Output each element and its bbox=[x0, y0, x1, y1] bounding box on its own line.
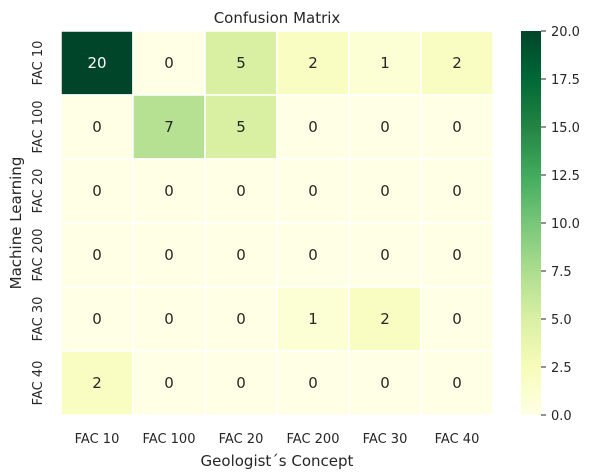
cell-value-label: 0 bbox=[236, 246, 246, 264]
x-tick-label: FAC 20 bbox=[219, 432, 264, 447]
y-axis-ticks: FAC 10 FAC 100 FAC 20 FAC 200 FAC 30 FAC 40 bbox=[31, 41, 46, 406]
heatmap-cell bbox=[420, 286, 494, 352]
x-tick-label: FAC 30 bbox=[363, 432, 408, 447]
cell-value-label: 0 bbox=[452, 246, 462, 264]
x-tick-label: FAC 100 bbox=[143, 432, 196, 447]
cell-value-label: 0 bbox=[380, 182, 390, 200]
heatmap-grid: 20 0 5 2 1 20 7 5 0 0 00 0 0 0 0 00 0 0 0 0 00 0 0 1 2 02 0 0 0 0 0 bbox=[60, 30, 494, 416]
cell-value-label: 1 bbox=[308, 310, 318, 328]
x-tick-label: FAC 10 bbox=[75, 432, 120, 447]
colorbar-tick-label: 7.5 bbox=[551, 265, 572, 280]
heatmap-cell bbox=[348, 158, 422, 224]
heatmap-cell bbox=[276, 94, 350, 160]
cell-value-label: 2 bbox=[380, 310, 390, 328]
x-tick-label: FAC 200 bbox=[287, 432, 340, 447]
y-tick-label: FAC 40 bbox=[31, 361, 46, 406]
cell-value-label: 0 bbox=[164, 374, 174, 392]
cell-value-label: 2 bbox=[92, 374, 102, 392]
cell-value-label: 0 bbox=[380, 374, 390, 392]
heatmap-cell bbox=[276, 222, 350, 288]
cell-value-label: 5 bbox=[236, 118, 246, 136]
x-tick-label: FAC 40 bbox=[435, 432, 480, 447]
heatmap-cell bbox=[60, 222, 134, 288]
y-tick-label: FAC 30 bbox=[31, 297, 46, 342]
heatmap-cell bbox=[60, 30, 134, 96]
cell-value-label: 0 bbox=[308, 246, 318, 264]
cell-value-label: 0 bbox=[236, 310, 246, 328]
heatmap-cell bbox=[60, 350, 134, 416]
cell-value-label: 1 bbox=[380, 54, 390, 72]
colorbar-tick-label: 2.5 bbox=[551, 361, 572, 376]
y-tick-label: FAC 200 bbox=[31, 229, 46, 282]
heatmap-cell bbox=[348, 350, 422, 416]
cell-value-label: 0 bbox=[452, 374, 462, 392]
cell-value-label: 0 bbox=[164, 54, 174, 72]
cell-value-label: 0 bbox=[164, 182, 174, 200]
heatmap-cell bbox=[276, 286, 350, 352]
colorbar-tick-label: 10.0 bbox=[551, 217, 580, 232]
colorbar-ticks: 0.0 2.5 5.0 7.5 10.0 12.5 15.0 17.5 20.0 bbox=[541, 25, 580, 424]
y-tick-label: FAC 20 bbox=[31, 169, 46, 214]
cell-value-label: 0 bbox=[92, 182, 102, 200]
cell-value-label: 0 bbox=[92, 310, 102, 328]
cell-value-label: 0 bbox=[380, 246, 390, 264]
heatmap-cell bbox=[204, 222, 278, 288]
colorbar bbox=[521, 31, 541, 415]
heatmap-cell bbox=[132, 94, 206, 160]
heatmap-cell bbox=[204, 286, 278, 352]
chart-title: Confusion Matrix bbox=[214, 9, 341, 27]
heatmap-cell bbox=[420, 158, 494, 224]
cell-value-label: 0 bbox=[236, 182, 246, 200]
cell-value-label: 7 bbox=[164, 118, 174, 136]
cell-value-label: 0 bbox=[452, 182, 462, 200]
heatmap-cell bbox=[132, 222, 206, 288]
heatmap-cell bbox=[420, 30, 494, 96]
heatmap-cell bbox=[420, 222, 494, 288]
heatmap-cell bbox=[420, 94, 494, 160]
colorbar-tick-label: 20.0 bbox=[551, 25, 580, 40]
colorbar-tick-label: 12.5 bbox=[551, 169, 580, 184]
cell-value-label: 0 bbox=[308, 374, 318, 392]
cell-value-label: 0 bbox=[92, 246, 102, 264]
cell-value-label: 0 bbox=[308, 182, 318, 200]
cell-value-label: 0 bbox=[236, 374, 246, 392]
cell-value-label: 2 bbox=[452, 54, 462, 72]
cell-value-label: 0 bbox=[452, 118, 462, 136]
y-axis-label: Machine Learning bbox=[7, 157, 25, 290]
heatmap-cell bbox=[276, 158, 350, 224]
y-tick-label: FAC 100 bbox=[31, 101, 46, 154]
colorbar-tick-label: 0.0 bbox=[551, 409, 572, 424]
cell-value-label: 0 bbox=[164, 310, 174, 328]
colorbar-tick-label: 15.0 bbox=[551, 121, 580, 136]
cell-value-label: 0 bbox=[164, 246, 174, 264]
y-tick-label: FAC 10 bbox=[31, 41, 46, 86]
heatmap-cell bbox=[276, 350, 350, 416]
colorbar-tick-label: 5.0 bbox=[551, 313, 572, 328]
cell-value-label: 0 bbox=[92, 118, 102, 136]
cell-value-label: 0 bbox=[308, 118, 318, 136]
x-axis-ticks: FAC 10 FAC 100 FAC 20 FAC 200 FAC 30 FAC 40 bbox=[75, 432, 480, 447]
cell-value-label: 2 bbox=[308, 54, 318, 72]
cell-value-label: 0 bbox=[380, 118, 390, 136]
cell-value-label: 5 bbox=[236, 54, 246, 72]
heatmap-cell bbox=[420, 350, 494, 416]
cell-value-label: 0 bbox=[452, 310, 462, 328]
heatmap-cell bbox=[348, 286, 422, 352]
heatmap-cell bbox=[132, 30, 206, 96]
heatmap-cell bbox=[132, 158, 206, 224]
x-axis-label: Geologist´s Concept bbox=[201, 452, 354, 470]
heatmap-cell bbox=[348, 222, 422, 288]
cell-value-label: 20 bbox=[87, 54, 106, 72]
colorbar-tick-label: 17.5 bbox=[551, 73, 580, 88]
